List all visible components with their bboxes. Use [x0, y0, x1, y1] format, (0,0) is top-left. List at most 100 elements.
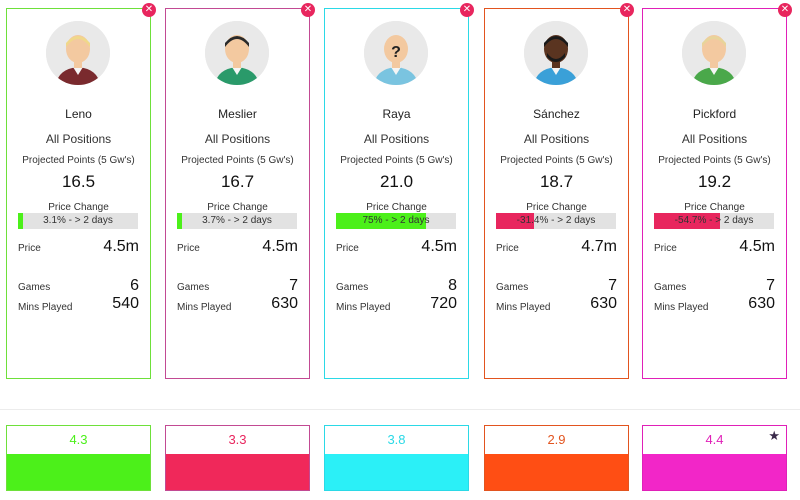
blonde-maroon-icon	[46, 21, 110, 85]
player-name: Pickford	[692, 107, 737, 121]
projected-points-value: 19.2	[697, 172, 732, 191]
player-avatar	[524, 21, 588, 85]
projected-points-value: 16.7	[220, 172, 255, 191]
close-icon: ✕	[303, 4, 313, 15]
price-change-fill	[336, 213, 426, 229]
player-avatar: ?	[364, 21, 428, 85]
games-label: Games	[336, 282, 369, 293]
games-value: 8	[448, 277, 457, 294]
player-avatar	[682, 21, 746, 85]
price-change-bar: 3.7% - > 2 days	[177, 213, 297, 229]
positions-selector[interactable]: All Positions	[363, 132, 430, 146]
price-change-label: Price Change	[366, 202, 427, 213]
score-value: 4.3	[69, 432, 88, 447]
projected-points-label: Projected Points (5 Gw's)	[658, 155, 771, 166]
score-card: 2.9	[484, 425, 629, 491]
price-change-fill	[496, 213, 534, 229]
price-change-label: Price Change	[684, 202, 745, 213]
dark-green-icon	[205, 21, 269, 85]
score-fill	[7, 454, 150, 490]
score-card: 3.3	[165, 425, 310, 491]
games-label: Games	[18, 282, 51, 293]
player-card[interactable]: ✕ Sánchez All Positions Projected Points…	[484, 3, 634, 379]
mins-played-label: Mins Played	[496, 302, 551, 313]
price-value: 4.7m	[581, 238, 617, 255]
blonde-green-icon	[682, 21, 746, 85]
player-name: Raya	[382, 107, 411, 121]
price-value: 4.5m	[739, 238, 775, 255]
positions-selector[interactable]: All Positions	[204, 132, 271, 146]
projected-points-label: Projected Points (5 Gw's)	[22, 155, 135, 166]
player-card[interactable]: ✕ Pickford All Positions Projected Point…	[642, 3, 792, 379]
score-fill	[643, 454, 786, 490]
remove-player-button[interactable]: ✕	[301, 3, 315, 17]
games-label: Games	[177, 282, 210, 293]
price-change-bar: 75% - > 2 days	[336, 213, 456, 229]
close-icon: ✕	[780, 4, 790, 15]
price-change-text: 75% - > 2 days	[362, 215, 430, 226]
mins-played-label: Mins Played	[336, 302, 391, 313]
price-change-bar: -31.4% - > 2 days	[496, 213, 616, 229]
player-card[interactable]: ✕ ? Raya All Positions Projected Points …	[324, 3, 474, 379]
projected-points-label: Projected Points (5 Gw's)	[340, 155, 453, 166]
price-change-bar: -54.7% - > 2 days	[654, 213, 774, 229]
price-label: Price	[177, 243, 200, 254]
mins-played-label: Mins Played	[654, 302, 709, 313]
star-icon: ★	[768, 428, 780, 443]
remove-player-button[interactable]: ✕	[620, 3, 634, 17]
price-change-text: -31.4% - > 2 days	[516, 215, 596, 226]
section-divider	[0, 409, 800, 410]
unknown-player-icon: ?	[364, 21, 428, 85]
score-card: 4.4 ★	[642, 425, 787, 491]
close-icon: ✕	[462, 4, 472, 15]
games-value: 6	[130, 277, 139, 294]
positions-selector[interactable]: All Positions	[523, 132, 590, 146]
mins-played-label: Mins Played	[177, 302, 232, 313]
price-change-label: Price Change	[526, 202, 587, 213]
price-change-fill	[654, 213, 720, 229]
close-icon: ✕	[144, 4, 154, 15]
projected-points-label: Projected Points (5 Gw's)	[181, 155, 294, 166]
positions-selector[interactable]: All Positions	[681, 132, 748, 146]
mins-played-value: 720	[430, 295, 457, 312]
price-value: 4.5m	[421, 238, 457, 255]
price-value: 4.5m	[262, 238, 298, 255]
price-change-bar: 3.1% - > 2 days	[18, 213, 138, 229]
score-value: 4.4	[705, 432, 724, 447]
projected-points-value: 18.7	[539, 172, 574, 191]
score-card: 3.8	[324, 425, 469, 491]
projected-points-value: 21.0	[379, 172, 414, 191]
mins-played-value: 630	[748, 295, 775, 312]
player-name: Meslier	[218, 107, 257, 121]
dark-blue-icon	[524, 21, 588, 85]
remove-player-button[interactable]: ✕	[142, 3, 156, 17]
mins-played-value: 630	[590, 295, 617, 312]
price-label: Price	[496, 243, 519, 254]
score-fill	[166, 454, 309, 490]
close-icon: ✕	[622, 4, 632, 15]
price-change-fill	[18, 213, 23, 229]
price-change-fill	[177, 213, 182, 229]
mins-played-value: 630	[271, 295, 298, 312]
price-change-text: 3.7% - > 2 days	[202, 215, 272, 226]
projected-points-label: Projected Points (5 Gw's)	[500, 155, 613, 166]
games-value: 7	[766, 277, 775, 294]
positions-selector[interactable]: All Positions	[45, 132, 112, 146]
price-change-label: Price Change	[48, 202, 109, 213]
games-label: Games	[496, 282, 529, 293]
projected-points-value: 16.5	[61, 172, 96, 191]
price-value: 4.5m	[103, 238, 139, 255]
score-value: 3.8	[387, 432, 406, 447]
player-card[interactable]: ✕ Meslier All Positions Projected Points…	[165, 3, 315, 379]
mins-played-value: 540	[112, 295, 139, 312]
score-fill	[325, 454, 468, 490]
player-avatar	[205, 21, 269, 85]
score-fill	[485, 454, 628, 490]
svg-text:?: ?	[391, 44, 401, 61]
player-card[interactable]: ✕ Leno All Positions Projected Points (5…	[6, 3, 156, 379]
remove-player-button[interactable]: ✕	[778, 3, 792, 17]
remove-player-button[interactable]: ✕	[460, 3, 474, 17]
player-avatar	[46, 21, 110, 85]
price-label: Price	[336, 243, 359, 254]
price-change-text: -54.7% - > 2 days	[674, 215, 754, 226]
